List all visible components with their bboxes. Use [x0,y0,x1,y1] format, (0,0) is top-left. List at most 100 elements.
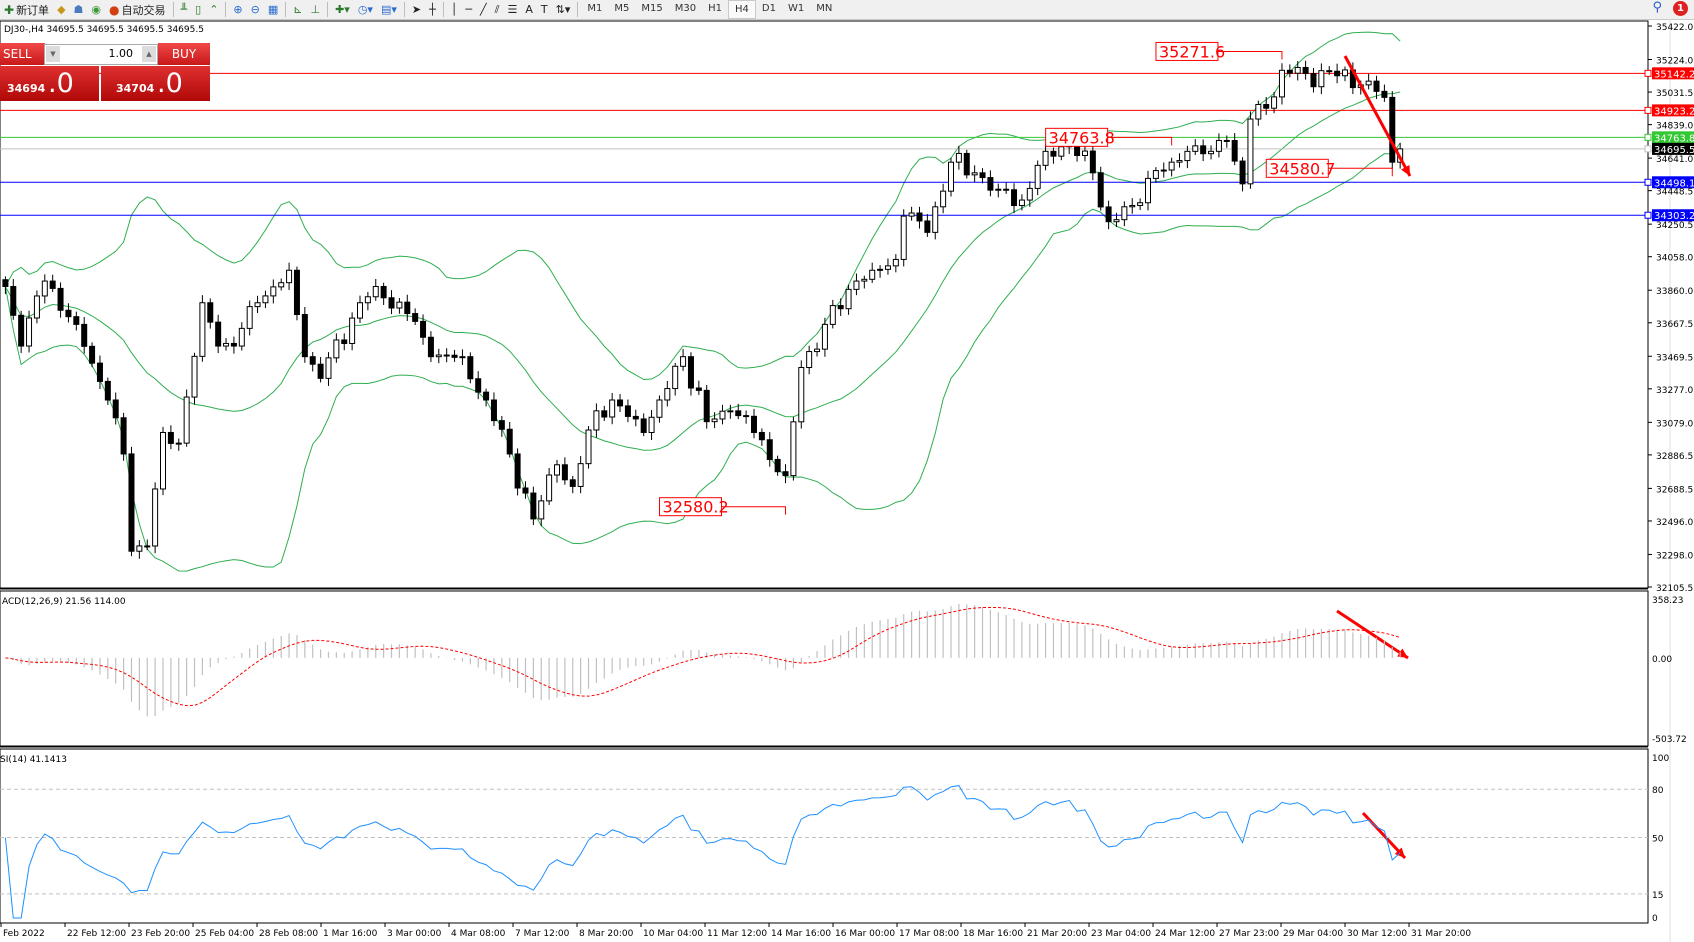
signals-button[interactable]: ◉ [87,1,105,18]
horizontal-line-button[interactable]: ─ [461,1,476,18]
fibonacci-button[interactable]: ☰ [503,1,521,18]
candle [498,420,505,430]
candle [2,279,9,287]
chart-shift-button[interactable]: ⊥ [306,1,324,18]
buy-price-button[interactable]: 34704 .0 [101,66,210,101]
timeframe-m5[interactable]: M5 [614,3,630,14]
candle [1152,170,1159,179]
candle [546,474,553,502]
candle [656,399,663,418]
metaeditor-icon: ◆ [57,3,66,16]
price-label-bg [1652,209,1694,222]
candle [640,418,647,433]
candle [341,339,348,344]
rsi-label: SI(14) 41.1413 [0,755,67,765]
text-label-button[interactable]: T [537,1,552,18]
lot-increase-button[interactable]: ▲ [142,46,156,62]
candle-chart-button[interactable]: ▯ [191,1,205,18]
tile-windows-button[interactable]: ▦ [264,1,282,18]
timeframe-bar: M1 M5 M15 M30 H1 H4 D1 W1 MN [581,0,838,19]
candle [609,399,616,418]
line-chart-button[interactable]: ⌃ [205,1,222,18]
candle [270,286,277,297]
lot-size-input[interactable]: ▼ 1.00 ▲ [44,44,158,65]
trendline-button[interactable]: ╱ [476,1,491,18]
price-line-label: 34303.2 [1654,211,1694,222]
candle [853,280,860,290]
bar-chart-button[interactable]: ╨ [177,1,192,18]
line-handle [1644,69,1652,77]
y-tick-label: 34641.0 [1656,155,1693,165]
timeframe-h4[interactable]: H4 [727,0,756,19]
text-button[interactable]: A [521,1,537,18]
candle [877,268,884,271]
arrows-button[interactable]: ⇅▾ [552,1,575,18]
candle [1302,66,1309,75]
timeframe-m15[interactable]: M15 [641,3,663,14]
new-order-icon: ✚ [4,2,15,17]
zoom-in-button[interactable]: ⊕ [229,1,246,18]
divider [442,2,444,17]
candle [144,545,151,548]
timeframe-mn[interactable]: MN [816,3,833,14]
candle [892,258,899,267]
x-tick-label: 23 Feb 20:00 [131,929,190,939]
indicators-button[interactable]: ✚▾ [331,1,354,18]
candle [435,354,442,358]
candle [924,220,931,233]
candle [719,410,726,420]
line-handle [1644,133,1652,141]
candle [183,396,190,444]
candle [1271,96,1278,109]
timeframe-m30[interactable]: M30 [674,3,697,14]
timeframe-m1[interactable]: M1 [587,3,603,14]
x-tick-label: 10 Mar 04:00 [643,929,703,939]
candle [869,269,876,280]
x-tick-label: 14 Mar 16:00 [771,929,831,939]
candle [743,415,750,418]
periods-button[interactable]: ◷▾ [354,1,377,18]
divider [327,2,329,17]
templates-button[interactable]: ▤▾ [377,1,401,18]
candle [223,342,230,347]
vertical-line-icon: │ [450,3,458,16]
timeframe-d1[interactable]: D1 [761,3,776,14]
candle [1129,204,1136,208]
candle [971,172,978,176]
y-tick-label: 32496.0 [1656,518,1693,528]
y-tick-label: 34250.5 [1656,221,1693,231]
candle [522,487,529,494]
vertical-line-button[interactable]: │ [447,1,462,18]
candle [238,327,245,347]
auto-trading-button[interactable]: ● 自动交易 [105,1,169,18]
accounts-button[interactable]: ☗ [70,1,88,18]
horizontal-line-icon: ─ [465,3,472,16]
candle [837,305,844,310]
timeframe-w1[interactable]: W1 [787,3,805,14]
x-tick-label: 18 Mar 16:00 [963,929,1023,939]
candle [293,269,300,316]
new-order-button[interactable]: ✚ 新订单 [0,1,53,18]
candle [1231,140,1238,162]
auto-scroll-button[interactable]: ⊾ [289,1,306,18]
zoom-out-button[interactable]: ⊖ [247,1,264,18]
sell-button[interactable]: SELL [0,43,45,65]
notification-badge[interactable]: 1 [1673,1,1688,16]
lot-decrease-button[interactable]: ▼ [46,46,60,62]
lot-value: 1.00 [108,47,134,60]
candle [1137,202,1144,206]
cursor-button[interactable]: ➤ [408,1,425,18]
candle [1121,206,1128,221]
timeframe-h1[interactable]: H1 [708,3,722,14]
search-icon[interactable]: ⚲ [1652,0,1662,15]
candle [790,421,797,477]
candle [420,320,427,338]
buy-button[interactable]: BUY [158,43,210,65]
sell-price-button[interactable]: 34694 .0 [0,66,99,101]
crosshair-button[interactable]: ┼ [425,1,440,18]
rsi-y-tick: 50 [1652,835,1664,845]
metaeditor-button[interactable]: ◆ [53,1,69,18]
y-tick-label: 32298.0 [1656,551,1693,561]
channel-button[interactable]: ⫽ [491,1,504,18]
